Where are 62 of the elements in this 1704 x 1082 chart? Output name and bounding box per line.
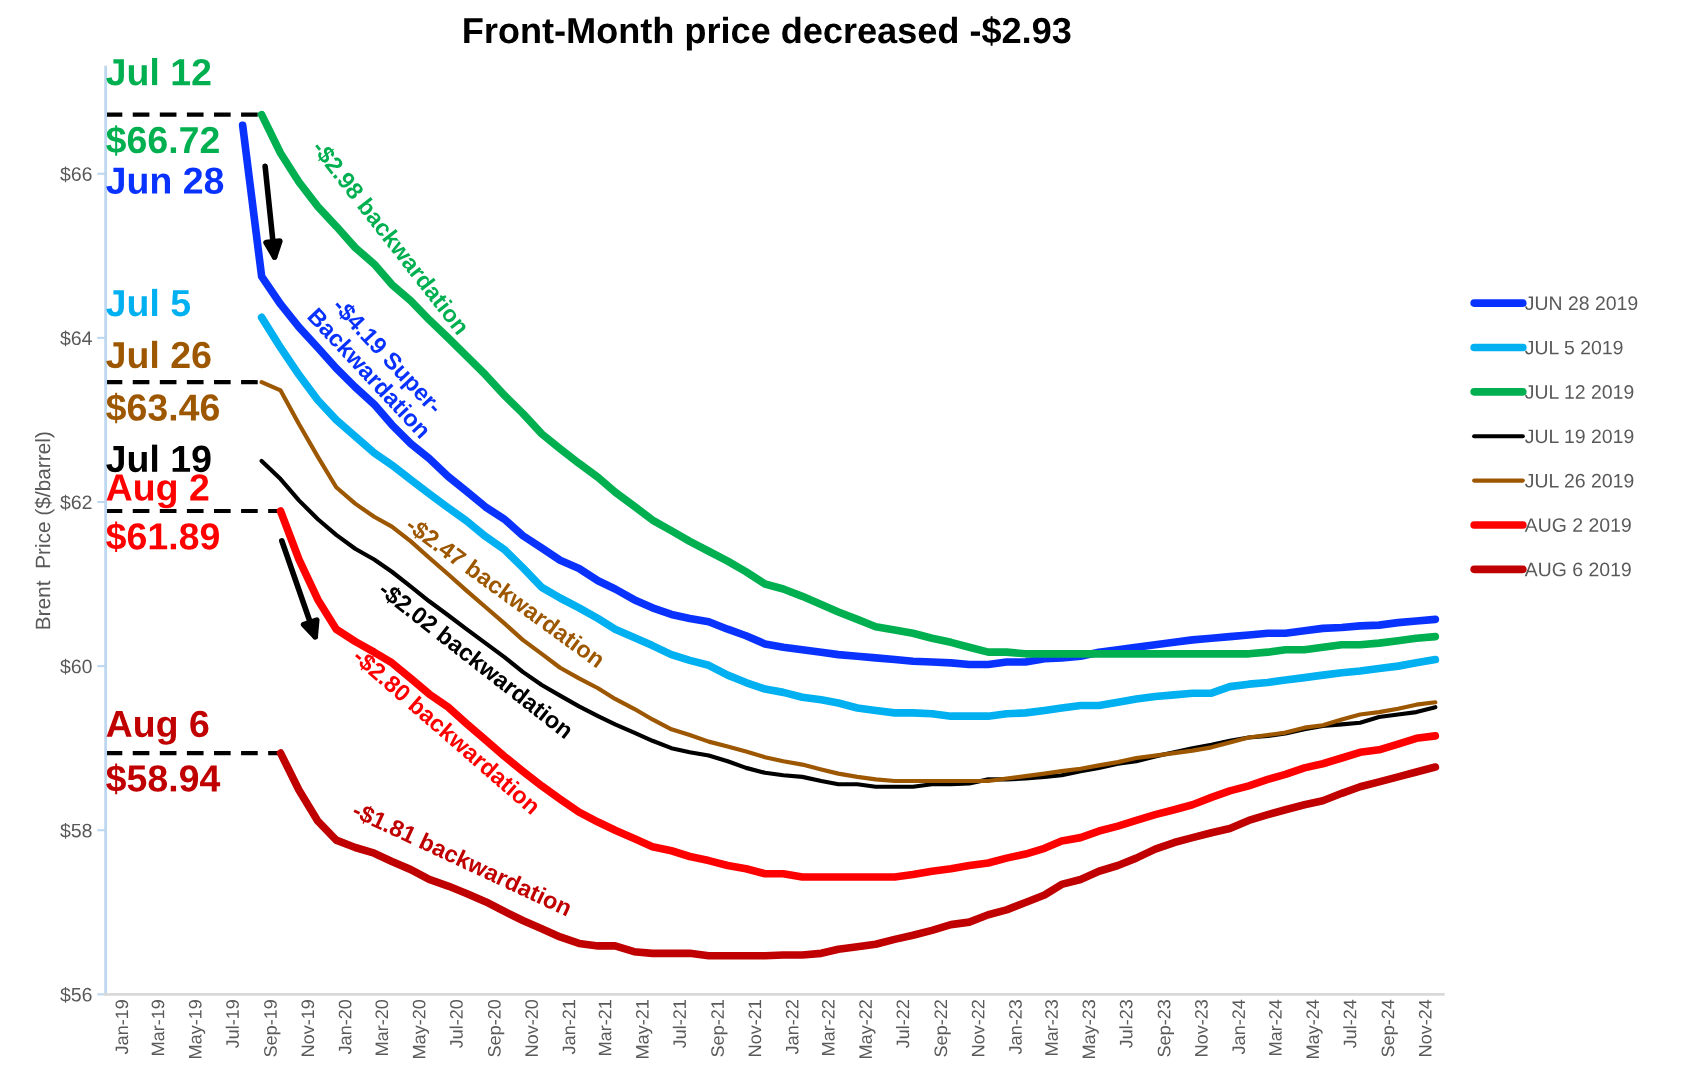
x-tick-label: Mar-19 [151,1000,165,1055]
annotation: Aug 6 [106,710,209,745]
x-tick-label: Mar-20 [375,999,389,1055]
ref-line-label: $58.94 [106,763,221,795]
legend-label: JUL 26 2019 [1525,473,1634,488]
x-tick-label: Jul-23 [1119,1000,1133,1049]
x-tick-label: Jul-19 [225,1000,239,1049]
annotation: Jul 12 [106,57,211,86]
legend-label: JUL 12 2019 [1525,385,1634,399]
legend-label: JUN 28 2019 [1525,296,1638,311]
annotation: Jul 5 [106,288,191,317]
annotation: Aug 2 [106,474,209,509]
x-tick-label: Jan-23 [1009,1000,1022,1055]
x-tick-label: Jul-22 [896,1000,910,1049]
y-tick-label: $66 [60,166,92,183]
ref-line-label: $66.72 [106,125,219,156]
y-tick-label: $64 [60,330,92,347]
x-tick-label: May-24 [1306,999,1323,1058]
x-tick-label: Nov-21 [748,1000,762,1056]
x-tick-label: Sep-20 [487,999,505,1057]
chart-title: Front-Month price decreased -$2.93 [464,16,1071,51]
annotation: Jul 26 [106,340,211,369]
y-tick-label: $62 [60,494,92,511]
x-tick-label: Nov-20 [525,999,539,1056]
x-tick-label: Jul-20 [449,999,463,1049]
annotation: Jul 19 [106,444,211,473]
x-tick-label: Nov-24 [1418,999,1432,1056]
ref-line-label: $61.89 [106,521,219,553]
x-tick-label: Jul-21 [672,1000,687,1049]
x-tick-label: Mar-23 [1045,1000,1058,1055]
x-tick-label: Sep-24 [1381,999,1398,1057]
x-tick-label: Jan-22 [785,1000,799,1055]
x-tick-label: Sep-21 [711,1000,728,1057]
x-tick-label: Jul-24 [1343,999,1357,1049]
x-tick-label: Jan-20 [338,999,352,1055]
ref-line-label: $63.46 [106,392,219,424]
x-tick-label: Sep-19 [264,1000,281,1057]
x-tick-label: Sep-23 [1157,1000,1175,1057]
legend-label: JUL 19 2019 [1525,429,1634,444]
x-tick-label: May-21 [635,1000,653,1058]
x-tick-label: Jan-19 [115,1000,129,1055]
x-tick-label: Mar-21 [598,1000,612,1055]
y-tick-label: $60 [60,658,92,675]
x-tick-label: Jan-24 [1232,999,1246,1055]
x-tick-label: Jan-21 [562,1000,576,1055]
x-tick-label: May-20 [412,999,430,1058]
legend-label: JUL 5 2019 [1525,340,1623,355]
x-tick-label: May-23 [1082,1000,1099,1058]
x-tick-label: May-22 [859,1000,876,1058]
legend-label: AUG 6 2019 [1524,562,1631,577]
legend-label: AUG 2 2019 [1524,518,1631,532]
x-tick-label: Sep-22 [934,1000,951,1057]
x-tick-label: Nov-19 [301,1000,315,1056]
annotation: Jun 28 [106,167,224,194]
x-tick-label: Nov-22 [971,1000,985,1056]
x-tick-label: Mar-24 [1268,999,1282,1055]
y-axis-title: Brent Price ($/barrel) [34,432,55,629]
y-tick-label: $56 [60,987,92,1003]
x-tick-label: Nov-23 [1194,1000,1208,1056]
x-tick-label: Mar-22 [821,1000,835,1055]
x-tick-label: May-19 [188,1000,206,1058]
y-tick-label: $58 [60,822,92,839]
